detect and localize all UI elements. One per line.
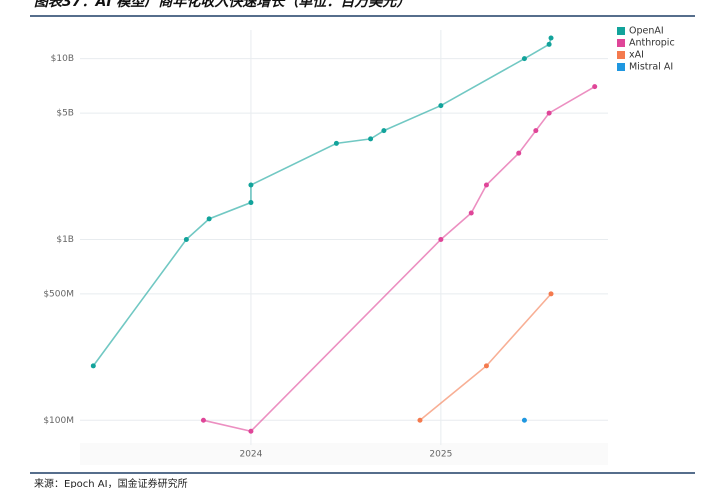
data-point	[468, 210, 474, 216]
legend-label: Mistral AI	[629, 62, 673, 73]
legend-label: xAI	[629, 50, 644, 61]
data-point	[592, 84, 598, 90]
data-point	[483, 363, 489, 369]
series-line	[92, 37, 552, 367]
x-tick-label: 2024	[239, 450, 262, 460]
data-point	[248, 428, 254, 434]
data-point	[200, 417, 206, 423]
x-tick-label: 2025	[429, 450, 452, 460]
y-tick-label: $1B	[56, 235, 74, 245]
y-tick-label: $500M	[43, 289, 74, 299]
legend-swatch	[617, 51, 625, 59]
data-point	[521, 56, 527, 62]
y-tick-label: $5B	[56, 109, 74, 119]
y-tick-label: $100M	[43, 416, 74, 426]
source: 来源：Epoch AI，国金证券研究所	[34, 477, 188, 488]
data-point	[521, 417, 527, 423]
data-point	[248, 200, 254, 206]
legend-swatch	[617, 63, 625, 71]
data-point	[438, 236, 444, 242]
y-tick-label: $10B	[51, 54, 74, 64]
data-point	[90, 363, 96, 369]
data-point	[206, 216, 212, 222]
data-point	[333, 140, 339, 146]
data-point	[533, 128, 539, 134]
data-point	[381, 128, 387, 134]
data-point	[417, 417, 423, 423]
data-point	[368, 136, 374, 142]
legend-label: Anthropic	[629, 38, 675, 49]
legend-label: OpenAI	[629, 26, 664, 37]
figure-title: 图表37：AI 模型厂商年化收入快速增长（单位：百万美元）	[34, 0, 410, 10]
data-point	[248, 182, 254, 188]
x-axis-band	[80, 443, 608, 465]
legend-swatch	[617, 27, 625, 35]
data-point	[183, 236, 189, 242]
data-point	[546, 41, 552, 47]
data-point	[483, 182, 489, 188]
data-point	[516, 150, 522, 156]
data-point	[548, 35, 554, 41]
data-point	[546, 110, 552, 116]
legend-swatch	[617, 39, 625, 47]
data-point	[438, 103, 444, 109]
data-point	[548, 291, 554, 297]
